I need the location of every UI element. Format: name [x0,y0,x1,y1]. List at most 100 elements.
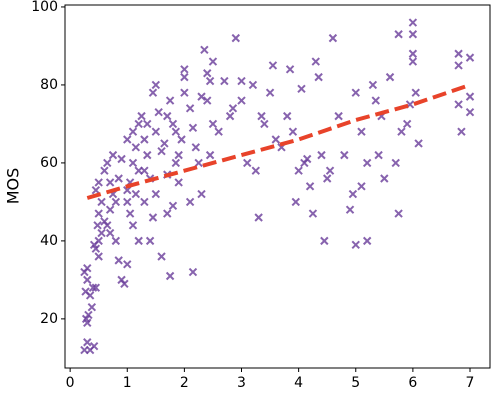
marker-stroke [85,291,95,300]
marker-stroke [84,310,93,320]
marker-stroke [314,72,323,82]
marker-stroke [402,119,412,129]
marker-stroke [111,197,121,207]
point [174,178,183,187]
x-tick-label: 3 [237,375,246,391]
point [325,166,335,175]
marker-stroke [237,96,246,105]
marker-stroke [205,76,215,86]
point [85,291,95,300]
marker-stroke [454,100,463,109]
marker-stroke [362,236,372,246]
marker-stroke [320,236,329,246]
point [105,205,115,214]
marker-stroke [325,166,335,175]
marker-stroke [254,213,263,222]
point [251,166,261,175]
point [185,104,195,113]
point [454,61,463,70]
x-tick-label: 6 [408,375,417,391]
point [89,240,99,249]
point [314,72,323,82]
marker-stroke [348,189,358,199]
marker-stroke [317,150,326,160]
point [231,33,241,43]
marker-stroke [345,205,355,214]
marker-stroke [243,158,252,168]
point [260,119,269,129]
point [271,135,280,144]
marker-stroke [208,119,218,129]
y-tick-label: 80 [40,77,58,93]
point [394,30,403,39]
point [237,76,246,86]
point [88,283,98,292]
point [94,178,103,187]
marker-stroke [111,236,121,246]
point [203,69,212,78]
marker-stroke [168,119,178,129]
marker-stroke [188,267,198,277]
point [297,84,306,94]
marker-stroke [454,61,463,70]
point [89,341,99,351]
point [334,111,343,121]
point [188,267,198,277]
marker-stroke [140,135,149,144]
marker-stroke [160,139,169,148]
marker-stroke [228,104,238,113]
marker-stroke [148,88,158,97]
point [140,135,149,144]
point [322,174,332,183]
point [357,127,366,136]
marker-stroke [374,150,383,160]
marker-stroke [108,150,118,160]
point [180,72,189,82]
point [154,108,163,117]
marker-stroke [357,182,366,191]
point [414,139,423,148]
point [180,65,189,74]
marker-stroke [151,127,161,136]
point [157,147,166,156]
marker-stroke [154,108,163,117]
point [140,166,149,175]
point [288,127,298,136]
marker-stroke [174,150,183,160]
point [163,209,172,218]
marker-stroke [165,271,175,281]
marker-stroke [97,197,106,207]
marker-stroke [454,49,463,58]
point [197,189,206,199]
point [237,96,246,105]
marker-stroke [123,197,132,207]
marker-stroke [174,178,183,187]
point [380,174,389,183]
point [134,236,143,246]
point [105,228,115,238]
point [197,92,206,101]
point [351,88,360,97]
marker-stroke [134,119,143,129]
marker-stroke [197,189,206,199]
point [348,189,358,199]
marker-stroke [334,111,343,121]
point [254,213,263,222]
point [305,182,315,191]
point [220,76,229,86]
marker-stroke [91,185,101,195]
marker-stroke [94,252,103,261]
point [394,209,403,218]
marker-stroke [371,96,380,105]
point [408,49,418,58]
point [302,154,312,164]
point [114,256,123,265]
marker-stroke [143,119,152,129]
point [203,96,212,105]
point [94,209,103,218]
marker-stroke [163,111,172,121]
point [123,135,132,144]
marker-stroke [305,182,315,191]
point [140,197,149,207]
marker-stroke [408,49,418,58]
